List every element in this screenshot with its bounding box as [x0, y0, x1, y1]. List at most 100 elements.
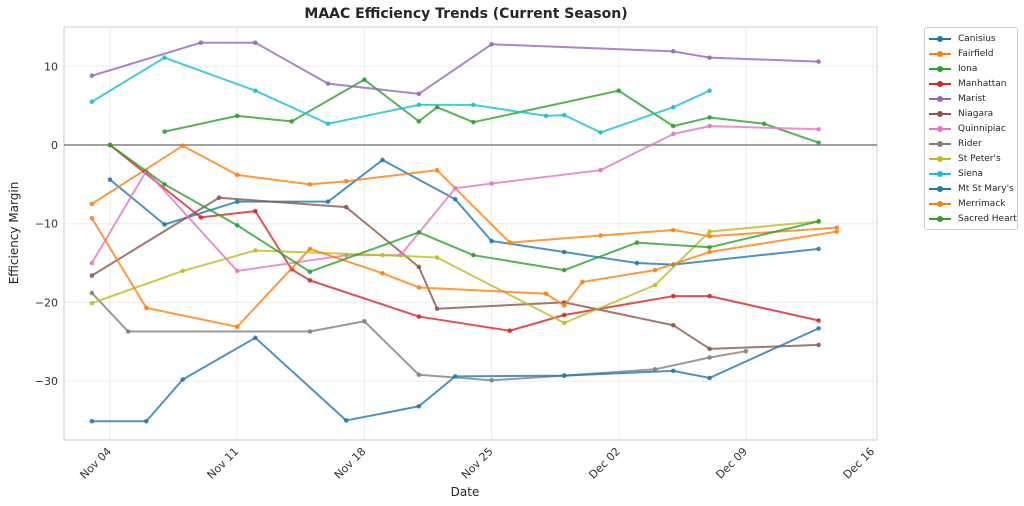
data-point: [670, 227, 676, 233]
data-point: [561, 249, 567, 255]
legend-swatch-icon: [929, 35, 951, 42]
data-point: [670, 49, 676, 54]
legend-label: Rider: [958, 138, 982, 149]
series-line: [90, 217, 837, 328]
data-point: [180, 143, 185, 149]
legend-item: Marist: [925, 91, 1017, 106]
data-point: [561, 320, 567, 326]
series-merrimack: [89, 215, 840, 330]
data-point: [416, 264, 422, 270]
data-point: [89, 99, 95, 105]
y-tick-label: −20: [35, 296, 58, 309]
y-tick-label: 0: [51, 139, 58, 152]
data-point: [380, 270, 385, 276]
data-point: [416, 314, 422, 319]
data-point: [598, 130, 603, 135]
data-point: [580, 279, 585, 285]
data-point: [343, 204, 349, 210]
data-point: [707, 375, 712, 381]
data-point: [707, 55, 712, 60]
data-point: [434, 104, 440, 110]
data-point: [343, 418, 349, 423]
data-point: [507, 240, 513, 245]
x-axis-label: Date: [451, 485, 480, 499]
data-point: [125, 329, 131, 334]
legend-swatch-icon: [929, 140, 951, 147]
x-tick-label: Dec 02: [586, 445, 623, 482]
data-point: [234, 324, 240, 330]
data-point: [670, 368, 676, 374]
data-point: [543, 113, 549, 119]
data-point: [761, 121, 767, 127]
data-point: [180, 268, 185, 274]
data-point: [489, 181, 494, 186]
legend-swatch-icon: [929, 170, 951, 177]
series-line: [109, 144, 819, 273]
legend-label: Sacred Heart: [958, 213, 1017, 224]
data-point: [507, 328, 513, 334]
data-point: [598, 233, 603, 238]
data-point: [561, 312, 567, 318]
data-point: [198, 40, 204, 45]
data-point: [707, 229, 712, 234]
legend-item: Canisius: [925, 31, 1017, 46]
legend-label: Niagara: [958, 108, 994, 119]
legend-item: Sacred Heart: [925, 211, 1017, 226]
legend-label: Iona: [958, 63, 978, 74]
data-point: [816, 126, 821, 132]
series-marist: [89, 40, 821, 97]
data-point: [89, 273, 95, 278]
legend-swatch-icon: [929, 95, 951, 102]
data-point: [162, 182, 167, 187]
data-point: [743, 348, 749, 354]
data-point: [89, 260, 95, 266]
data-point: [816, 342, 821, 348]
x-tick-label: Nov 11: [205, 445, 242, 482]
data-point: [652, 366, 658, 372]
data-point: [707, 249, 712, 255]
series-fairfield: [89, 143, 840, 245]
legend-item: Quinnipiac: [925, 121, 1017, 136]
data-point: [816, 326, 821, 331]
data-point: [162, 55, 167, 60]
data-point: [670, 104, 676, 110]
legend-item: Manhattan: [925, 76, 1017, 91]
legend-item: Merrimack: [925, 196, 1017, 211]
legend-label: Marist: [958, 93, 986, 104]
data-point: [253, 248, 258, 253]
data-point: [561, 373, 567, 378]
data-point: [380, 252, 385, 258]
legend-swatch-icon: [929, 50, 951, 57]
data-point: [670, 123, 676, 129]
data-point: [561, 303, 567, 308]
data-point: [362, 77, 367, 82]
data-point: [598, 167, 603, 173]
x-tick-label: Dec 16: [841, 445, 878, 482]
legend-swatch-icon: [929, 65, 951, 72]
series-line: [164, 78, 819, 144]
legend-swatch-icon: [929, 185, 951, 192]
data-point: [198, 215, 204, 220]
series-siena: [89, 55, 712, 135]
data-point: [307, 278, 313, 283]
data-point: [616, 88, 622, 93]
data-point: [107, 177, 113, 182]
data-point: [416, 230, 422, 235]
legend-swatch-icon: [929, 200, 951, 207]
legend-item: Niagara: [925, 106, 1017, 121]
x-tick-label: Nov 25: [459, 445, 496, 482]
legend-item: Fairfield: [925, 46, 1017, 61]
legend-item: Rider: [925, 136, 1017, 151]
data-point: [416, 372, 422, 378]
data-point: [489, 378, 494, 383]
y-tick-label: −30: [35, 375, 58, 388]
data-point: [307, 329, 313, 334]
x-tick-label: Dec 09: [713, 445, 750, 482]
y-axis-label: Efficiency Margin: [7, 182, 21, 285]
data-point: [289, 119, 295, 124]
data-point: [162, 222, 167, 227]
data-point: [452, 197, 458, 202]
y-axis-ticks: 10 0 −10 −20 −30: [35, 60, 58, 388]
data-point: [707, 233, 712, 239]
